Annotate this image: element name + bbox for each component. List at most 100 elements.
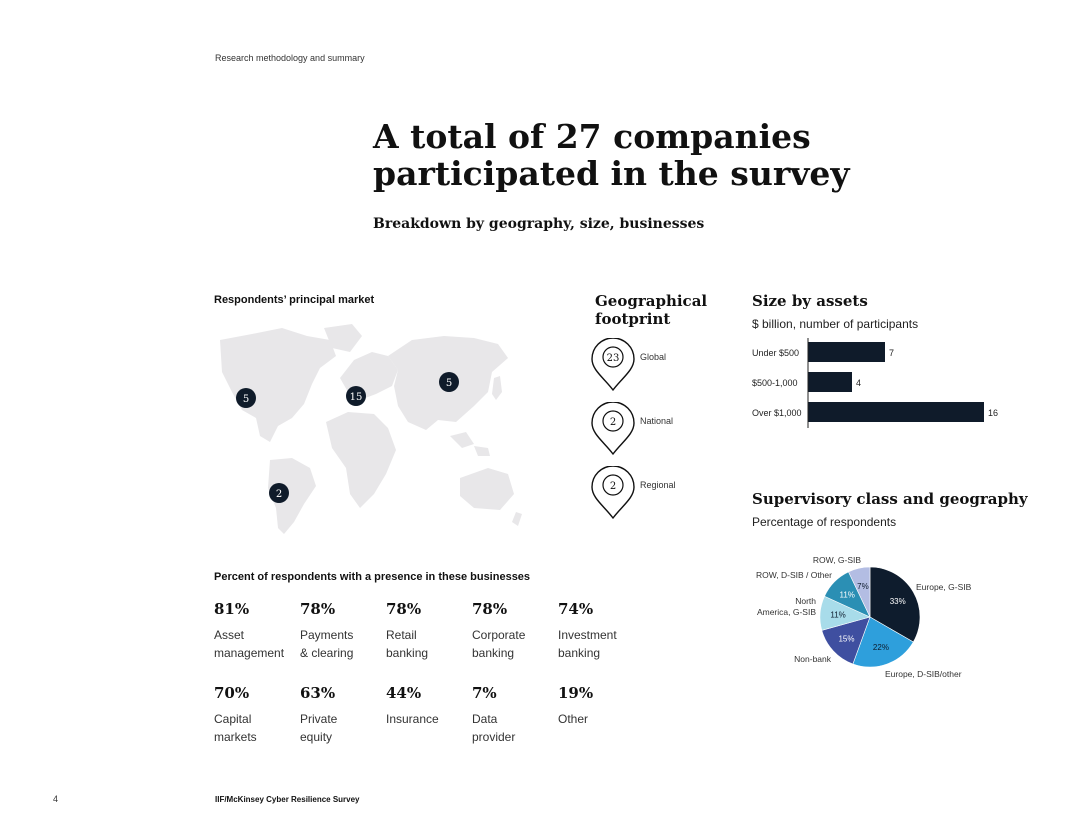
business-label-line-2: & clearing	[300, 646, 354, 660]
pie-value-label: 11%	[839, 591, 854, 600]
map-marker-asia: 5	[439, 372, 459, 392]
business-item: 81% Asset management	[214, 600, 304, 662]
bar-value-label: 16	[988, 408, 998, 418]
business-label-line-1: Capital	[214, 712, 252, 726]
pie-value-label: 7%	[857, 582, 869, 591]
business-label-line-1: Payments	[300, 628, 354, 642]
footprint-title-line-2: footprint	[595, 310, 671, 328]
business-percent: 78%	[386, 600, 422, 618]
business-label-line-1: Insurance	[386, 712, 439, 726]
bar	[808, 342, 885, 362]
pie-category-label: North	[795, 596, 816, 606]
footprint-label: Global	[640, 352, 667, 362]
bar-value-label: 4	[856, 378, 861, 388]
business-percent: 78%	[472, 600, 508, 618]
footprint-label: National	[640, 416, 674, 426]
size-chart-subtitle: $ billion, number of participants	[752, 317, 919, 331]
business-percent: 70%	[214, 684, 250, 702]
pie-slice	[852, 616, 914, 668]
bar-value-label: 7	[889, 348, 894, 358]
business-label-line-2: banking	[558, 646, 601, 660]
supervisory-chart-subtitle: Percentage of respondents	[752, 515, 897, 529]
location-pin-icon: 2	[591, 401, 635, 456]
business-label-line-1: Investment	[558, 628, 617, 642]
pie-category-label: Europe, D-SIB/other	[885, 669, 962, 679]
pie-slice	[869, 566, 921, 643]
marker-count: 2	[276, 489, 282, 500]
pie-value-label: 11%	[830, 610, 845, 619]
pie-value-label: 15%	[838, 635, 854, 644]
business-label-line-1: Data	[472, 712, 498, 726]
business-item: 7% Data provider	[472, 684, 562, 746]
business-label-line-2: banking	[472, 646, 515, 660]
business-percent: 19%	[558, 684, 594, 702]
bar	[808, 372, 852, 392]
footprint-count: 23	[607, 353, 620, 364]
bar-category-label: $500-1,000	[752, 378, 798, 388]
pie-slice	[821, 616, 871, 665]
size-chart-title: Size by assets	[752, 292, 868, 310]
business-percent: 44%	[386, 684, 422, 702]
page-subtitle: Breakdown by geography, size, businesses	[373, 216, 705, 232]
business-label-line-1: Asset	[214, 628, 245, 642]
bar-category-label: Under $500	[752, 348, 799, 358]
business-item: 70% Capital markets	[214, 684, 304, 746]
business-percent: 81%	[214, 600, 250, 618]
map-landmass	[220, 324, 522, 534]
title-line-2: participated in the survey	[373, 154, 850, 193]
pie-value-label: 33%	[890, 597, 906, 606]
pie-category-label: America, G-SIB	[757, 607, 816, 617]
footprint-count: 2	[610, 417, 616, 428]
section-label: Research methodology and summary	[215, 53, 365, 63]
footprint-title-line-1: Geographical	[595, 292, 708, 310]
business-label-line-1: Other	[558, 712, 589, 726]
business-label-line-2: banking	[386, 646, 429, 660]
business-label-line-2: management	[214, 646, 285, 660]
title-line-1: A total of 27 companies	[373, 117, 811, 156]
business-item: 44% Insurance	[386, 684, 476, 728]
pie-value-label: 22%	[873, 643, 889, 652]
page-title: A total of 27 companies participated in …	[373, 118, 893, 192]
business-label-line-2: markets	[214, 730, 257, 744]
pie-category-label: ROW, G-SIB	[813, 555, 862, 565]
business-label-line-1: Retail	[386, 628, 417, 642]
footprint-item-national: 2 National	[590, 401, 710, 456]
business-item: 19% Other	[558, 684, 648, 728]
business-item: 63% Private equity	[300, 684, 390, 746]
business-percent: 63%	[300, 684, 336, 702]
footprint-item-regional: 2 Regional	[590, 465, 710, 520]
business-label-line-1: Corporate	[472, 628, 526, 642]
world-map: 5 15 5 2	[220, 324, 522, 534]
map-title: Respondents’ principal market	[214, 294, 375, 306]
bar	[808, 402, 984, 422]
business-percent: 74%	[558, 600, 594, 618]
marker-count: 15	[350, 392, 363, 403]
business-item: 78% Corporate banking	[472, 600, 562, 662]
marker-count: 5	[243, 394, 249, 405]
business-label-line-2: provider	[472, 730, 516, 744]
business-percent: 7%	[472, 684, 497, 702]
bar-category-label: Over $1,000	[752, 408, 802, 418]
pie-slice	[848, 566, 871, 618]
businesses-title: Percent of respondents with a presence i…	[214, 571, 531, 583]
pie-category-label: Non-bank	[794, 654, 832, 664]
business-label-line-2: equity	[300, 730, 333, 744]
size-bar-chart: Under $500 7 $500-1,000 4 Over $1,000 16	[752, 338, 998, 428]
map-marker-south-america: 2	[269, 483, 289, 503]
map-marker-europe: 15	[346, 386, 366, 406]
business-percent: 78%	[300, 600, 336, 618]
business-item: 74% Investment banking	[558, 600, 648, 662]
pie-category-label: ROW, D-SIB / Other	[756, 570, 832, 580]
footer-title: IIF/McKinsey Cyber Resilience Survey	[215, 795, 360, 804]
marker-count: 5	[446, 378, 452, 389]
pie-category-label: Europe, G-SIB	[916, 582, 972, 592]
footprint-count: 2	[610, 481, 616, 492]
supervisory-chart-title: Supervisory class and geography	[752, 490, 1028, 508]
business-label-line-1: Private	[300, 712, 338, 726]
business-item: 78% Retail banking	[386, 600, 476, 662]
location-pin-icon: 23	[591, 337, 635, 392]
business-item: 78% Payments & clearing	[300, 600, 390, 662]
map-marker-north-america: 5	[236, 388, 256, 408]
page-number: 4	[53, 794, 59, 804]
